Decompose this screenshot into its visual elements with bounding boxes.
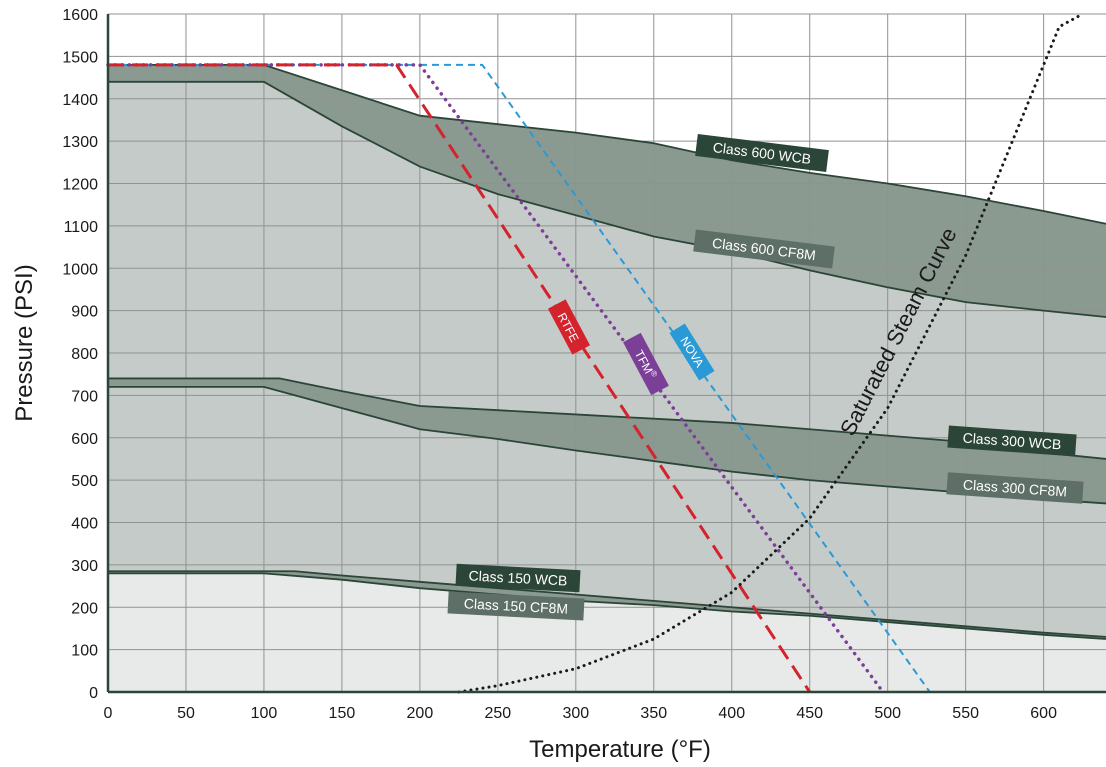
y-tick-label: 1200 — [62, 177, 98, 194]
y-tick-label: 700 — [71, 388, 98, 405]
svg-text:Class 300 WCB: Class 300 WCB — [962, 430, 1062, 453]
axes — [106, 14, 1106, 694]
x-tick-label: 450 — [796, 705, 823, 722]
tfm-registered-mark: ® — [649, 369, 660, 379]
y-axis-title: Pressure (PSI) — [11, 264, 38, 421]
series-line-tfm — [106, 63, 885, 694]
svg-text:Class 150 WCB: Class 150 WCB — [468, 567, 568, 588]
series-line-rtfe — [108, 63, 811, 693]
x-axis-title: Temperature (°F) — [529, 736, 711, 763]
label-class150wcb: Class 150 WCB — [455, 563, 581, 593]
series-line-class-600-wcb — [108, 63, 1106, 225]
x-tick-label: 250 — [484, 705, 511, 722]
y-tick-label: 1000 — [62, 261, 98, 278]
y-tick-label: 400 — [71, 516, 98, 533]
label-class300wcb: Class 300 WCB — [947, 425, 1077, 457]
x-tick-label: 600 — [1030, 705, 1057, 722]
svg-text:Class 150 CF8M: Class 150 CF8M — [464, 595, 569, 616]
y-tick-label: 300 — [71, 558, 98, 575]
y-tick-labels: 0 100 200 300 400 500 600 700 800 900 1000 1100 1200… — [62, 7, 98, 702]
x-tick-label: 400 — [718, 705, 745, 722]
x-tick-label: 500 — [874, 705, 901, 722]
seat-lines — [106, 12, 1085, 694]
y-tick-label: 1600 — [62, 7, 98, 24]
x-tick-label: 50 — [177, 705, 195, 722]
x-tick-labels: 0 50 100 150 200 250 300 350 400 450 500 550 600 — [104, 705, 1058, 722]
series-line-class-600-cf8m — [108, 80, 1106, 318]
y-tick-label: 200 — [71, 600, 98, 617]
label-class300cf8m: Class 300 CF8M — [946, 472, 1084, 504]
series-line-class-150-cf8m — [108, 572, 1106, 640]
y-tick-label: 600 — [71, 431, 98, 448]
y-tick-label: 1100 — [64, 219, 99, 236]
y-tick-label: 900 — [71, 304, 98, 321]
label-tfm: TFM® — [623, 332, 669, 396]
x-tick-label: 350 — [640, 705, 667, 722]
series-line-class-150-wcb — [108, 570, 1106, 638]
label-class150cf8m: Class 150 CF8M — [447, 591, 585, 621]
svg-text:Class 300 CF8M: Class 300 CF8M — [962, 476, 1067, 499]
band-class150-cf8m — [108, 573, 1106, 692]
y-tick-label: 500 — [71, 473, 98, 490]
y-tick-label: 1400 — [62, 92, 98, 109]
x-tick-label: 200 — [407, 705, 434, 722]
y-tick-label: 800 — [71, 346, 98, 363]
series-line-saturated-steam-curve — [457, 12, 1085, 694]
rating-bands — [108, 14, 1106, 693]
y-tick-label: 0 — [89, 685, 98, 702]
x-tick-label: 100 — [251, 705, 278, 722]
x-tick-label: 0 — [104, 705, 113, 722]
y-tick-label: 1500 — [62, 49, 98, 66]
x-tick-label: 150 — [329, 705, 356, 722]
y-tick-label: 100 — [71, 643, 98, 660]
x-tick-label: 300 — [562, 705, 589, 722]
x-tick-label: 550 — [952, 705, 979, 722]
y-tick-label: 1300 — [62, 134, 98, 151]
